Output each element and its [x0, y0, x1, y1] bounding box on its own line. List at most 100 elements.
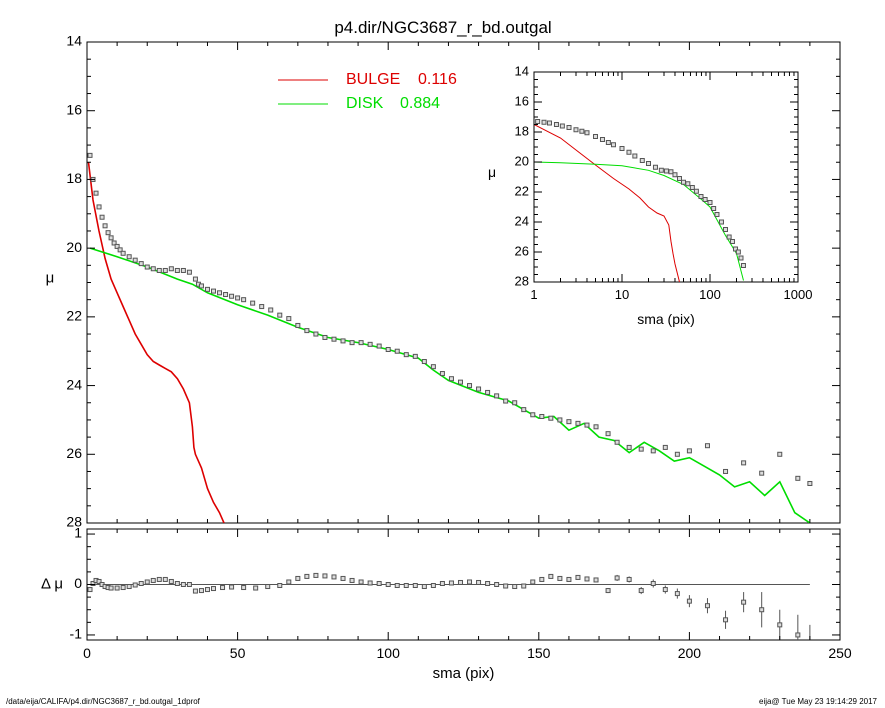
main-data-point: [358, 340, 364, 346]
residual-data-point: [180, 582, 186, 587]
inset-xlabel: sma (pix): [637, 311, 695, 327]
main-data-point: [575, 420, 581, 426]
main-ytick-label: 20: [66, 239, 82, 255]
main-data-point: [198, 283, 204, 289]
residual-data-point: [286, 579, 292, 585]
residual-data-point: [174, 580, 180, 586]
inset-data-point: [566, 125, 572, 130]
main-data-point: [557, 417, 563, 423]
inset-data-point: [553, 122, 559, 127]
residual-data-point: [614, 575, 620, 581]
residual-data-point: [539, 576, 545, 582]
inset-data-point: [593, 134, 599, 139]
residual-data-point: [192, 588, 198, 594]
residual-data-point: [385, 582, 391, 587]
inset-data-point: [573, 127, 579, 133]
inset-xtick-label: 1000: [784, 287, 813, 302]
main-data-point: [108, 235, 114, 241]
residual-data-point: [90, 580, 96, 586]
main-data-point: [111, 240, 117, 246]
main-data-point: [144, 264, 150, 270]
main-data-point: [268, 307, 274, 313]
residual-data-point: [204, 587, 210, 593]
residual-data-point: [421, 584, 427, 590]
residual-data-point: [211, 586, 217, 592]
residual-xtick-label: 250: [828, 645, 852, 661]
main-data-point: [99, 214, 105, 220]
main-data-point: [439, 371, 445, 377]
inset-panel: 14 16 18 20 22 24 26 281 10 100 1000 μ sma (pix): [488, 63, 813, 327]
main-data-point: [650, 448, 656, 454]
inset-ytick-label: 22: [515, 183, 529, 198]
residual-data-point: [253, 585, 259, 591]
residual-data-point: [229, 584, 235, 590]
main-data-point: [467, 383, 473, 389]
legend-bulge-value: 0.116: [418, 71, 457, 88]
main-data-point: [174, 267, 180, 273]
residual-data-point: [638, 588, 644, 594]
main-data-point: [741, 460, 747, 466]
residual-data-point: [376, 580, 382, 586]
residual-ytick-label: 1: [74, 525, 82, 541]
inset-data-point: [645, 161, 651, 166]
residual-data-point: [575, 574, 581, 580]
main-data-point: [476, 386, 482, 392]
residual-data-point: [476, 579, 482, 585]
inset-ytick-label: 24: [515, 213, 529, 228]
inset-ytick-label: 16: [515, 93, 529, 108]
inset-data-point: [658, 167, 664, 173]
inset-data-point: [546, 120, 552, 126]
main-data-point: [367, 341, 373, 347]
main-data-point: [87, 152, 93, 158]
residual-data-point: [198, 588, 204, 594]
inset-data-point: [681, 179, 687, 185]
residual-data-point: [394, 583, 400, 589]
main-data-point: [376, 343, 382, 349]
main-data-point: [421, 359, 427, 365]
residual-xtick-label: 50: [230, 645, 246, 661]
inset-data-point: [735, 249, 741, 255]
inset-data-point: [639, 158, 645, 163]
inset-data-point: [605, 140, 611, 145]
main-data-point: [638, 446, 644, 452]
residual-data-point: [457, 579, 463, 585]
inset-plot-area: [534, 119, 746, 282]
residual-data-point: [304, 573, 310, 579]
residual-data-point: [367, 580, 373, 586]
main-data-point: [223, 292, 229, 298]
main-data-point: [241, 297, 247, 303]
main-data-point: [430, 364, 436, 370]
residual-data-point: [349, 577, 355, 583]
main-ytick-label: 14: [66, 33, 82, 49]
main-data-point: [322, 334, 328, 340]
main-data-point: [277, 312, 283, 318]
legend: BULGE 0.116 DISK 0.884: [278, 71, 457, 112]
residual-data-point: [265, 584, 271, 590]
main-data-point: [150, 266, 156, 272]
residual-data-point: [220, 585, 226, 591]
inset-data-point: [689, 185, 695, 190]
residual-data-point: [448, 580, 454, 586]
inset-data-point: [702, 197, 708, 202]
main-data-point: [759, 470, 765, 476]
residual-data-point: [186, 582, 192, 587]
residual-data-point: [412, 583, 418, 589]
main-ytick-label: 24: [66, 376, 82, 392]
residual-data-point: [277, 583, 283, 589]
residual-data-point: [132, 582, 138, 588]
residual-data-point: [521, 583, 527, 589]
inset-data-point: [738, 255, 744, 261]
main-bulge-line: [87, 162, 225, 523]
main-data-point: [494, 393, 500, 399]
residual-xtick-label: 0: [83, 645, 91, 661]
main-data-point: [662, 444, 668, 450]
main-data-point: [626, 444, 632, 450]
inset-ytick-label: 28: [515, 273, 529, 288]
footer-timestamp: eija@ Tue May 23 19:14:29 2017: [759, 697, 877, 706]
inset-xtick-label: 100: [699, 287, 721, 302]
residual-data-point: [723, 617, 729, 623]
chart-title: p4.dir/NGC3687_r_bd.outgal: [334, 18, 551, 37]
inset-data-point: [535, 119, 541, 124]
inset-data-point: [584, 130, 590, 136]
